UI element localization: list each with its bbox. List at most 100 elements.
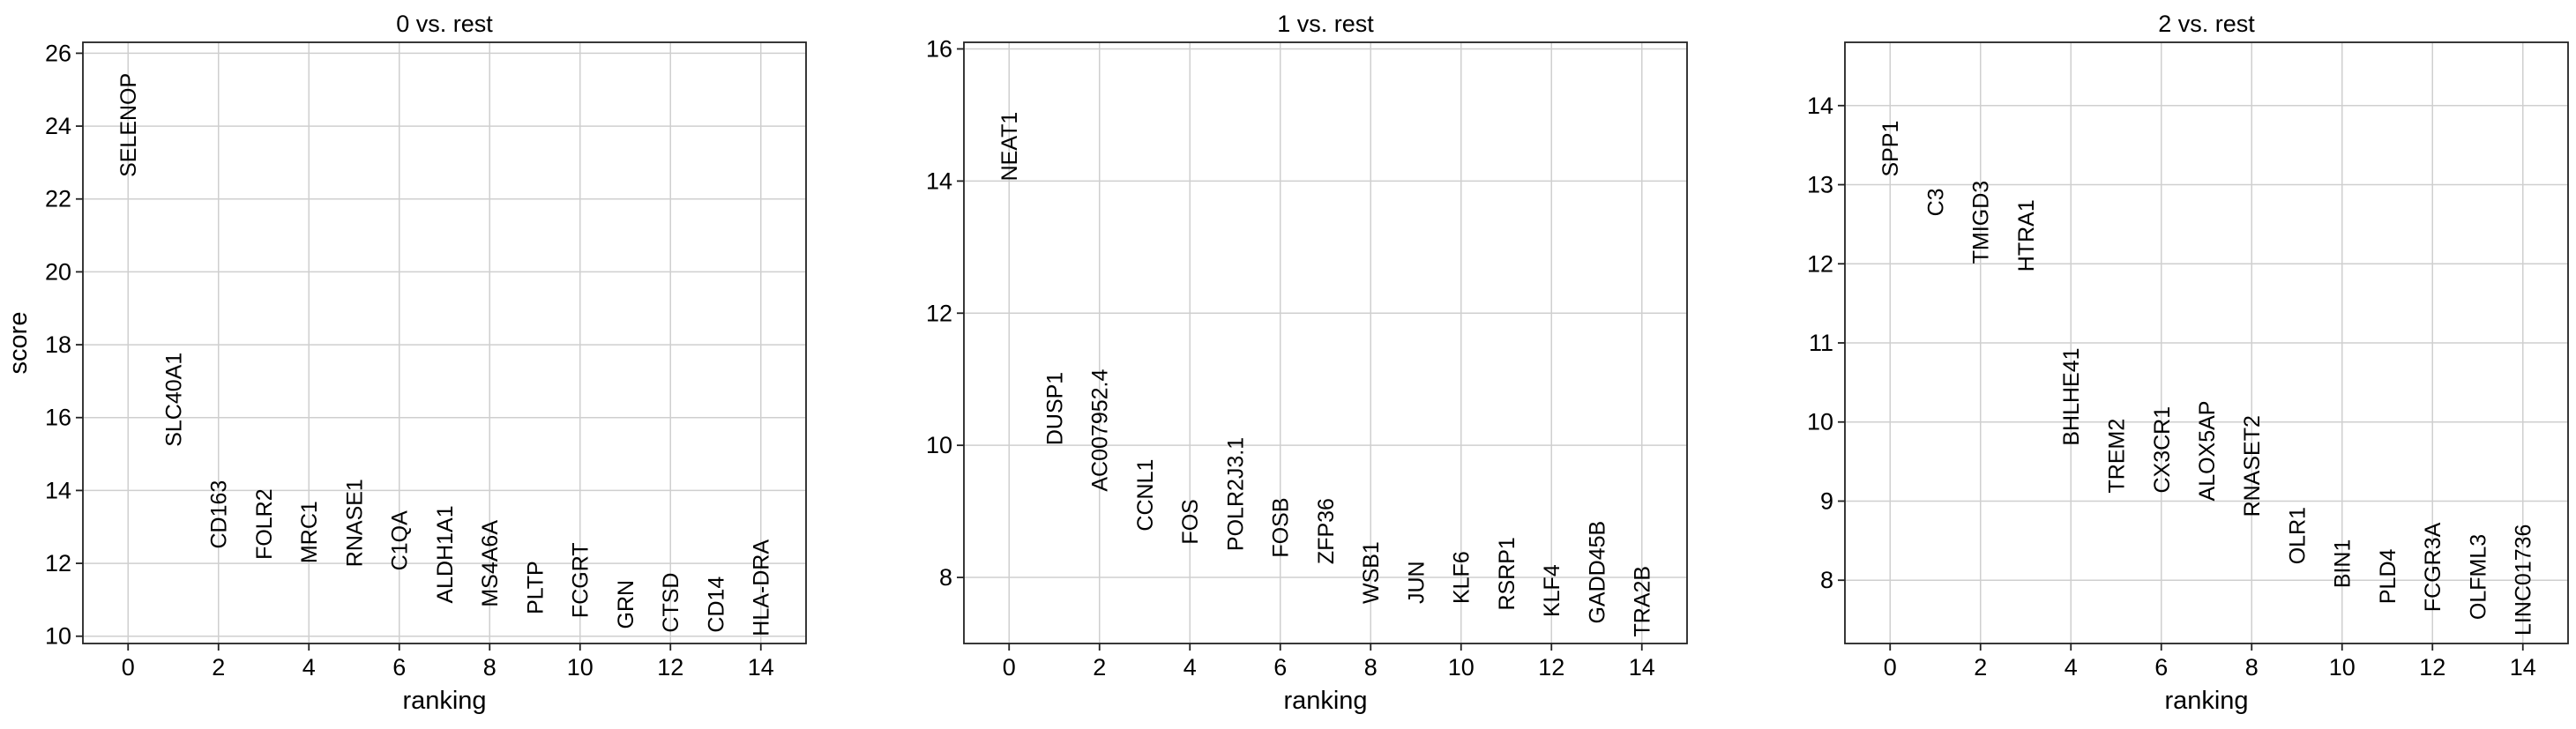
gene-label: HLA-DRA (750, 539, 774, 636)
panel-title: 1 vs. rest (1277, 11, 1374, 37)
x-tick-label: 6 (2154, 654, 2168, 681)
gene-label: CD14 (705, 577, 729, 633)
gene-label: SELENOP (116, 73, 141, 177)
gene-label: SPP1 (1878, 121, 1903, 177)
gene-label: C3 (1924, 188, 1949, 216)
gene-label: MRC1 (297, 501, 322, 563)
gene-label: WSB1 (1359, 541, 1384, 604)
gene-label: CTSD (659, 573, 683, 633)
gene-label: BIN1 (2331, 539, 2356, 589)
gene-label: RNASE1 (343, 479, 368, 567)
x-tick-label: 0 (1884, 654, 1897, 681)
gene-label: TMIGD3 (1969, 181, 1994, 264)
y-tick-label: 16 (45, 405, 71, 431)
gene-label: RNASET2 (2240, 415, 2265, 517)
x-tick-label: 12 (657, 654, 683, 681)
gene-label: TREM2 (2105, 419, 2130, 494)
y-tick-label: 13 (1807, 172, 1833, 198)
x-axis-label: ranking (2164, 687, 2248, 715)
x-tick-label: 4 (1183, 654, 1197, 681)
gene-label: RSRP1 (1495, 537, 1519, 610)
y-tick-label: 9 (1820, 487, 1833, 514)
gene-label: ALDH1A1 (433, 505, 458, 603)
gene-label: BHLHE41 (2059, 347, 2084, 445)
y-tick-label: 11 (1809, 330, 1833, 356)
y-tick-label: 20 (45, 258, 71, 285)
gene-label: SLC40A1 (162, 353, 187, 447)
x-tick-label: 8 (483, 654, 497, 681)
gene-label: FCGRT (569, 542, 594, 618)
gene-label: GRN (614, 580, 638, 629)
x-tick-label: 10 (1448, 654, 1475, 681)
y-tick-label: 16 (926, 35, 952, 62)
gene-label: KLF6 (1450, 551, 1475, 604)
x-tick-label: 10 (2329, 654, 2356, 681)
x-axis-label: ranking (402, 687, 486, 715)
gene-label: HTRA1 (2014, 199, 2039, 272)
gene-label: CCNL1 (1133, 459, 1158, 532)
x-tick-label: 2 (1093, 654, 1106, 681)
x-tick-label: 8 (1364, 654, 1378, 681)
gene-label: PLD4 (2376, 548, 2401, 604)
y-tick-label: 22 (45, 186, 71, 212)
gene-label: LINC01736 (2512, 524, 2536, 636)
gene-label: FOSB (1269, 497, 1294, 557)
x-tick-label: 12 (1538, 654, 1564, 681)
gene-label: MS4A6A (478, 520, 503, 607)
x-tick-label: 4 (2065, 654, 2078, 681)
gene-label: OLR1 (2286, 507, 2311, 564)
x-tick-label: 8 (2245, 654, 2259, 681)
plot-frame (82, 41, 807, 644)
gene-label: GADD45B (1586, 521, 1610, 624)
y-tick-label: 10 (1807, 409, 1833, 435)
x-tick-label: 0 (1003, 654, 1016, 681)
y-tick-label: 8 (939, 564, 952, 591)
x-tick-label: 0 (122, 654, 135, 681)
gene-label: FCGR3A (2421, 522, 2445, 612)
x-tick-label: 12 (2419, 654, 2445, 681)
x-tick-label: 6 (392, 654, 406, 681)
x-tick-label: 2 (1974, 654, 1987, 681)
chart-panel-2: 0 2 4 6 8 10 12 14 8 9 10 11 12 13 14 2 vs. rest ranking… (1807, 11, 2569, 715)
y-tick-label: 18 (45, 331, 71, 358)
gene-label: KLF4 (1540, 564, 1564, 617)
y-tick-label: 14 (1807, 93, 1833, 119)
y-tick-label: 12 (1807, 250, 1833, 277)
gene-label: JUN (1405, 561, 1430, 604)
gene-label: C1QA (388, 510, 413, 570)
x-tick-label: 14 (1629, 654, 1655, 681)
gene-label: CD163 (207, 480, 232, 549)
gene-label: ZFP36 (1314, 498, 1339, 564)
gene-label: FOS (1178, 499, 1203, 544)
gene-label: POLR2J3.1 (1224, 437, 1249, 551)
gene-label: FOLR2 (252, 488, 277, 560)
x-axis-label: ranking (1283, 687, 1367, 715)
gene-label: AC007952.4 (1088, 369, 1113, 492)
y-tick-label: 26 (45, 40, 71, 66)
y-axis-label: score (4, 312, 33, 375)
panel-title: 0 vs. rest (396, 11, 493, 37)
gene-label: DUSP1 (1043, 372, 1068, 445)
gene-label: TRA2B (1631, 566, 1655, 637)
chart-panel-1: 0 2 4 6 8 10 12 14 8 10 12 14 16 1 vs. rest ranking NEA… (926, 11, 1688, 715)
y-tick-label: 8 (1820, 567, 1833, 593)
y-tick-label: 12 (45, 550, 71, 577)
y-tick-label: 24 (45, 113, 71, 139)
x-tick-label: 2 (212, 654, 225, 681)
y-tick-label: 12 (926, 300, 952, 326)
plot-frame (963, 41, 1688, 644)
y-tick-label: 10 (45, 623, 71, 650)
y-tick-label: 14 (45, 477, 71, 503)
x-tick-label: 10 (567, 654, 594, 681)
gene-label: NEAT1 (997, 112, 1022, 182)
panel-title: 2 vs. rest (2158, 11, 2255, 37)
x-tick-label: 6 (1273, 654, 1287, 681)
gene-label: CX3CR1 (2150, 406, 2175, 494)
y-tick-label: 14 (926, 167, 952, 194)
x-tick-label: 14 (748, 654, 774, 681)
y-tick-label: 10 (926, 432, 952, 458)
gene-label: OLFML3 (2467, 534, 2491, 620)
x-tick-label: 4 (302, 654, 316, 681)
